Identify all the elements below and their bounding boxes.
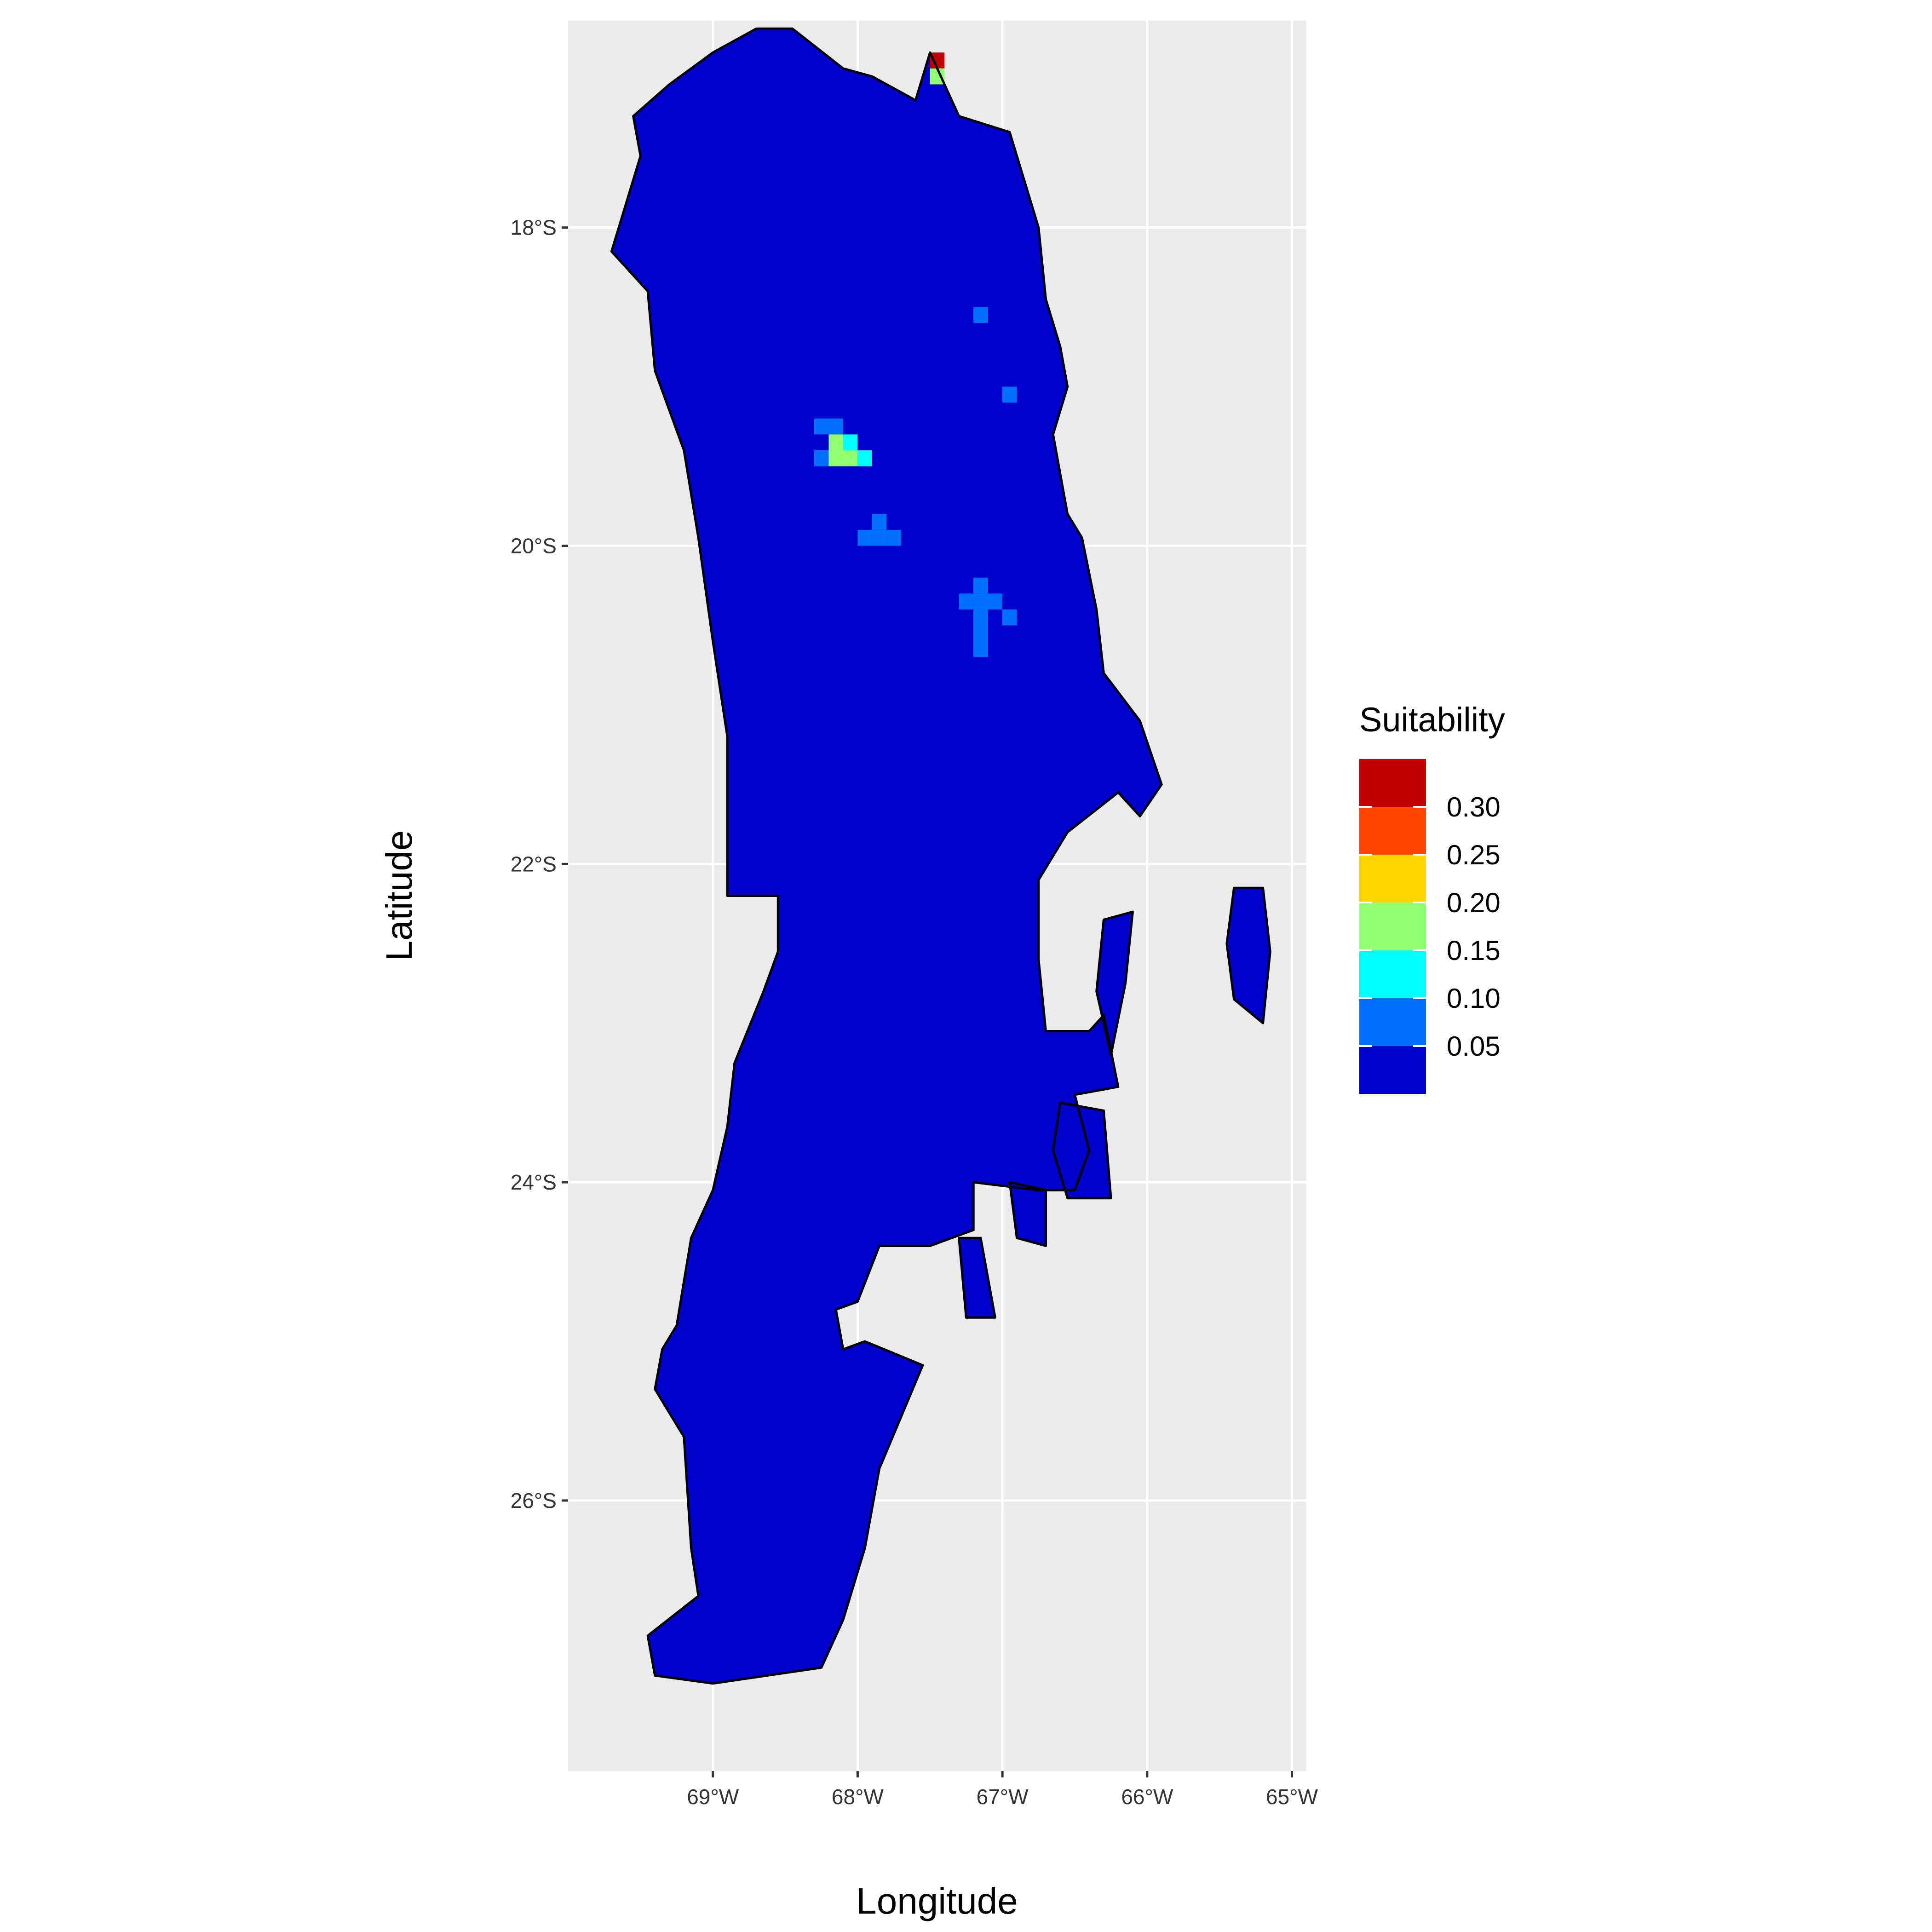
legend-title: Suitability xyxy=(1359,701,1505,739)
suitability-cell xyxy=(973,625,988,642)
suitability-cell xyxy=(973,593,988,610)
suitability-cell xyxy=(857,529,872,546)
y-tick-label: 20°S xyxy=(511,534,557,558)
island-outline xyxy=(1225,886,1271,1024)
suitability-cell xyxy=(828,418,843,435)
x-tick-label: 67°W xyxy=(977,1785,1029,1809)
legend-break-label: 0.20 xyxy=(1447,887,1501,918)
mainland-outline xyxy=(610,27,1163,1685)
legend-color-swatch xyxy=(1359,950,1426,998)
suitability-cell xyxy=(814,418,829,435)
legend-break-label: 0.10 xyxy=(1447,983,1501,1014)
island-region xyxy=(1009,1182,1046,1246)
suitability-cell xyxy=(988,593,1003,610)
suitability-cell xyxy=(814,450,829,466)
suitability-cell xyxy=(843,434,858,450)
x-axis-title: Longitude xyxy=(856,1880,1018,1921)
y-tick-label: 24°S xyxy=(511,1170,557,1194)
island-outline xyxy=(958,1236,996,1319)
x-axis: 69°W 68°W 67°W 66°W 65°W xyxy=(687,1771,1318,1809)
island-region xyxy=(1053,1103,1111,1198)
y-tick-label: 18°S xyxy=(511,216,557,240)
legend-colorbar xyxy=(1359,759,1426,1094)
suitability-cell xyxy=(886,529,901,546)
legend: Suitability 0.30 0.25 0.20 0.15 0.10 0.05 xyxy=(1359,701,1505,1094)
suitability-cell xyxy=(828,450,843,466)
suitability-cell xyxy=(973,577,988,594)
x-tick-label: 68°W xyxy=(832,1785,884,1809)
legend-break-label: 0.30 xyxy=(1447,792,1501,822)
suitability-cell xyxy=(872,529,887,546)
legend-break-label: 0.15 xyxy=(1447,935,1501,966)
legend-break-label: 0.05 xyxy=(1447,1031,1501,1062)
mainland-region xyxy=(611,29,1162,1684)
y-axis: 18°S 20°S 22°S 24°S 26°S xyxy=(511,216,568,1512)
legend-color-swatch xyxy=(1359,855,1426,903)
map-outline-layer xyxy=(610,27,1271,1685)
x-tick-label: 66°W xyxy=(1121,1785,1173,1809)
suitability-cell xyxy=(973,609,988,626)
suitability-cell xyxy=(872,514,887,530)
legend-color-swatch xyxy=(1359,903,1426,950)
x-tick-label: 69°W xyxy=(687,1785,739,1809)
legend-labels: 0.30 0.25 0.20 0.15 0.10 0.05 xyxy=(1447,792,1501,1062)
suitability-cell xyxy=(1002,609,1017,626)
y-tick-label: 22°S xyxy=(511,852,557,876)
suitability-cell xyxy=(973,641,988,657)
legend-color-swatch xyxy=(1359,1046,1426,1094)
island-outline xyxy=(1052,1101,1112,1200)
suitability-cell xyxy=(1002,386,1017,403)
map-region-layer xyxy=(611,29,1271,1684)
island-outline xyxy=(1008,1181,1047,1247)
x-tick-label: 65°W xyxy=(1266,1785,1318,1809)
legend-color-swatch xyxy=(1359,759,1426,807)
suitability-cell xyxy=(828,434,843,450)
legend-color-swatch xyxy=(1359,807,1426,855)
suitability-cells xyxy=(814,52,1017,657)
island-region xyxy=(959,1238,995,1318)
legend-color-swatch xyxy=(1359,998,1426,1046)
y-axis-title: Latitude xyxy=(379,830,420,961)
y-tick-label: 26°S xyxy=(511,1489,557,1512)
island-outline xyxy=(1095,910,1134,1056)
suitability-cell xyxy=(973,307,988,323)
suitability-cell xyxy=(959,593,974,610)
suitability-cell xyxy=(843,450,858,466)
island-region xyxy=(1226,888,1271,1024)
suitability-cell xyxy=(857,450,872,466)
legend-break-label: 0.25 xyxy=(1447,840,1501,870)
